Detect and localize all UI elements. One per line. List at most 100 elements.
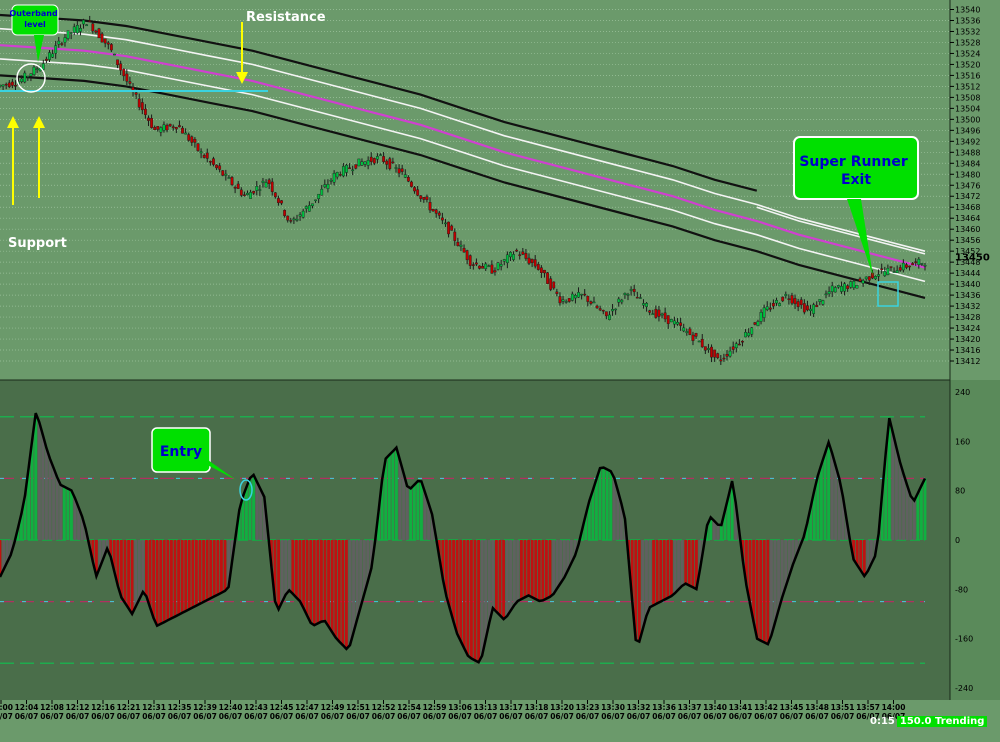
time-tick-date: 06/07	[40, 712, 64, 721]
time-axis-ticks: 12:0006/0712:0406/0712:0806/0712:1206/07…	[0, 700, 905, 721]
oscillator-bar	[477, 540, 480, 663]
oscillator-bar	[184, 540, 188, 612]
oscillator-bar	[23, 495, 27, 540]
time-tick-label: 13:30	[601, 703, 625, 712]
oscillator-bar	[34, 413, 38, 540]
oscillator-bar	[362, 540, 366, 594]
super-runner-callout-pointer	[847, 199, 873, 276]
oscillator-bar	[748, 540, 752, 604]
oscillator-bar	[152, 540, 155, 619]
oscillator-bar	[880, 493, 884, 540]
candle-bear	[106, 42, 110, 45]
candle-bull	[317, 193, 321, 200]
candle-bear	[802, 303, 806, 313]
time-tick-label: 12:43	[244, 703, 268, 712]
band-inner-lower	[0, 58, 926, 283]
oscillator-bar	[323, 540, 327, 622]
candle-bull	[351, 169, 355, 172]
oscillator-bar	[420, 481, 423, 540]
candle-bear	[137, 98, 141, 108]
oscillator-bar	[698, 540, 702, 570]
oscillator-bar	[684, 540, 688, 584]
candle-bull	[626, 294, 630, 296]
oscillator-bar	[862, 540, 866, 576]
candle-bull	[224, 173, 228, 176]
oscillator-bar	[398, 460, 402, 540]
oscillator-bar	[380, 479, 384, 540]
oscillator-bar	[334, 540, 338, 638]
candle-bear	[174, 127, 178, 130]
oscillator-bar	[784, 540, 788, 587]
oscillator-bar	[237, 510, 241, 540]
oscillator-bar	[595, 479, 598, 540]
exit-marker-box	[877, 281, 899, 307]
oscillator-bar	[620, 503, 623, 540]
band-outer-upper	[0, 13, 758, 192]
oscillator-bar	[662, 540, 666, 600]
candle-bull	[827, 291, 831, 295]
candle-bear	[280, 200, 283, 204]
oscillator-bar	[830, 453, 834, 540]
oscillator-bar	[866, 540, 870, 571]
time-tick-label: 13:20	[550, 703, 574, 712]
oscillator-bar	[520, 540, 523, 600]
oscillator-bar	[130, 540, 134, 614]
candle-bear	[7, 82, 11, 88]
candle-bear	[691, 334, 695, 341]
oscillator-bar	[137, 540, 141, 600]
candle-bear	[369, 156, 373, 162]
price-tick-label: 13520	[955, 60, 980, 69]
oscillator-bar	[909, 496, 913, 540]
candle-bull	[614, 308, 618, 311]
candle-bear	[122, 68, 126, 77]
outerband-label: Outerband level	[9, 9, 60, 29]
candle-bear	[539, 267, 543, 273]
candle-bear	[663, 312, 667, 320]
candle-bear	[354, 164, 358, 169]
candle-bull	[892, 271, 896, 273]
oscillator-bar	[241, 496, 245, 540]
oscillator-bar	[716, 524, 720, 540]
super-runner-label: Super Runner Exit	[799, 154, 912, 188]
time-tick-label: 12:49	[321, 703, 345, 712]
candle-bull	[920, 263, 924, 265]
oscillator-bar	[852, 540, 855, 560]
price-tick-label: 13480	[955, 170, 980, 179]
candle-bear	[14, 85, 17, 87]
candle-bear	[731, 346, 735, 350]
candle-bull	[669, 319, 673, 323]
candle-bear	[103, 38, 107, 44]
candle-bear	[212, 158, 215, 165]
candle-bear	[905, 264, 908, 268]
oscillator-bar	[155, 540, 159, 626]
oscillator-bar	[516, 540, 520, 601]
candle-bull	[784, 294, 788, 296]
oscillator-bar	[773, 540, 777, 623]
oscillator-bar	[687, 540, 691, 586]
candle-bear	[471, 264, 475, 266]
oscillator-bar	[462, 540, 466, 649]
candle-bull	[341, 166, 345, 177]
candle-bear	[799, 299, 803, 306]
oscillator-bar	[316, 540, 320, 624]
candle-bull	[843, 283, 846, 292]
time-tick-label: 13:48	[805, 703, 829, 712]
oscillator-bar	[45, 447, 48, 540]
oscillator-bar	[870, 540, 873, 564]
oscillator-bar	[195, 540, 198, 606]
oscillator-bar	[695, 540, 698, 590]
oscillator-bar	[445, 540, 448, 597]
time-tick-date: 06/07	[372, 712, 396, 721]
oscillator-bar	[562, 540, 566, 578]
oscillator-bar	[341, 540, 345, 646]
candle-bear	[530, 258, 534, 263]
oscillator-bar	[277, 540, 280, 610]
candle-bull	[895, 270, 899, 273]
time-tick-date: 06/07	[0, 712, 13, 721]
candle-bear	[815, 304, 819, 308]
oscillator-bar	[259, 489, 263, 540]
price-tick-label: 13468	[955, 203, 980, 212]
oscillator-bar	[823, 453, 827, 540]
candles	[0, 15, 927, 365]
candle-bear	[654, 308, 658, 318]
